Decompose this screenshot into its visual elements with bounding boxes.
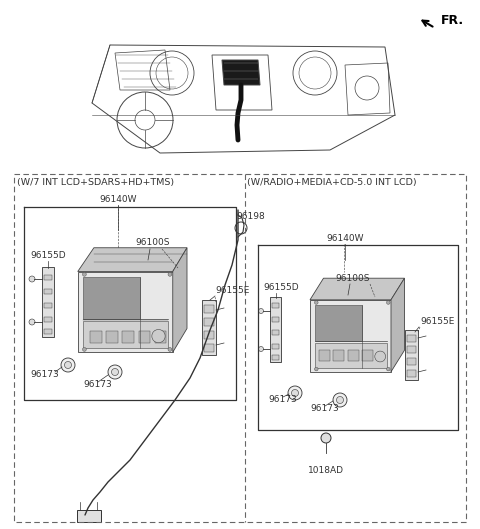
- Polygon shape: [222, 60, 260, 85]
- Text: 96155E: 96155E: [420, 317, 455, 326]
- Text: 96140W: 96140W: [99, 195, 137, 204]
- Circle shape: [291, 389, 299, 397]
- Bar: [270, 297, 281, 362]
- Text: 96173: 96173: [310, 404, 339, 413]
- Text: 96198: 96198: [236, 212, 265, 221]
- Circle shape: [83, 348, 86, 351]
- Bar: [362, 350, 373, 361]
- Circle shape: [375, 351, 385, 362]
- Circle shape: [259, 346, 264, 351]
- Polygon shape: [78, 271, 173, 352]
- Text: 96173: 96173: [268, 395, 297, 404]
- Bar: [272, 303, 279, 308]
- Circle shape: [314, 300, 318, 304]
- Text: 96173: 96173: [83, 380, 112, 389]
- Circle shape: [61, 358, 75, 372]
- Polygon shape: [83, 321, 168, 348]
- Bar: [407, 358, 416, 365]
- Bar: [139, 331, 150, 343]
- Bar: [407, 346, 416, 353]
- Bar: [122, 331, 134, 343]
- Bar: [204, 305, 214, 313]
- Text: 96155D: 96155D: [30, 251, 66, 260]
- Polygon shape: [310, 278, 405, 300]
- Bar: [272, 355, 279, 360]
- Bar: [90, 331, 101, 343]
- Circle shape: [336, 397, 344, 404]
- Circle shape: [168, 348, 172, 351]
- Text: 96155D: 96155D: [263, 283, 299, 292]
- Bar: [44, 303, 52, 308]
- Circle shape: [108, 365, 122, 379]
- Bar: [202, 300, 216, 355]
- Polygon shape: [314, 343, 386, 368]
- Bar: [44, 329, 52, 334]
- Bar: [319, 350, 330, 361]
- Bar: [348, 350, 359, 361]
- Text: (W/RADIO+MEDIA+CD-5.0 INT LCD): (W/RADIO+MEDIA+CD-5.0 INT LCD): [247, 178, 417, 187]
- Bar: [407, 370, 416, 377]
- Polygon shape: [78, 248, 187, 271]
- Bar: [44, 289, 52, 294]
- Circle shape: [314, 367, 318, 371]
- Polygon shape: [173, 248, 187, 352]
- Circle shape: [152, 330, 165, 343]
- Circle shape: [386, 300, 390, 304]
- Bar: [42, 267, 54, 337]
- Bar: [44, 317, 52, 322]
- Bar: [44, 275, 52, 280]
- Circle shape: [83, 272, 86, 276]
- Circle shape: [111, 369, 119, 376]
- Bar: [405, 330, 418, 380]
- Bar: [77, 510, 101, 522]
- Text: 96140W: 96140W: [326, 234, 364, 243]
- Text: 96173: 96173: [30, 370, 59, 379]
- Bar: [204, 331, 214, 339]
- Circle shape: [288, 386, 302, 400]
- Text: 1018AD: 1018AD: [308, 466, 344, 475]
- Text: (W/7 INT LCD+SDARS+HD+TMS): (W/7 INT LCD+SDARS+HD+TMS): [17, 178, 174, 187]
- Circle shape: [321, 433, 331, 443]
- Bar: [272, 317, 279, 322]
- Polygon shape: [83, 277, 140, 319]
- Bar: [155, 331, 166, 343]
- Circle shape: [259, 308, 264, 314]
- Bar: [272, 330, 279, 335]
- Bar: [407, 335, 416, 342]
- Text: 96100S: 96100S: [135, 238, 169, 247]
- Circle shape: [333, 393, 347, 407]
- Text: FR.: FR.: [441, 14, 464, 26]
- Text: 96155E: 96155E: [215, 286, 250, 295]
- Text: 96100S: 96100S: [335, 274, 370, 283]
- Circle shape: [29, 319, 35, 325]
- Circle shape: [168, 272, 172, 276]
- Circle shape: [64, 361, 72, 369]
- Bar: [106, 331, 118, 343]
- Polygon shape: [391, 278, 405, 372]
- Circle shape: [386, 367, 390, 371]
- Bar: [334, 350, 344, 361]
- Bar: [204, 318, 214, 326]
- Polygon shape: [310, 300, 391, 372]
- Polygon shape: [314, 305, 362, 341]
- Bar: [272, 344, 279, 349]
- Bar: [204, 344, 214, 352]
- Circle shape: [29, 276, 35, 282]
